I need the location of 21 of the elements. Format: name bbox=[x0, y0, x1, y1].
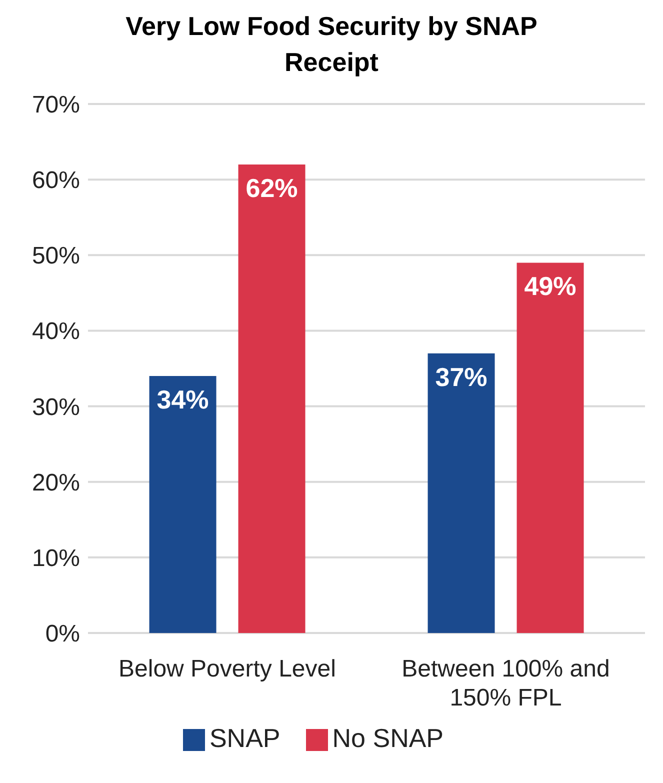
y-tick-label: 10% bbox=[32, 544, 80, 572]
bar bbox=[516, 262, 584, 633]
legend-label: No SNAP bbox=[332, 723, 444, 753]
bar bbox=[428, 353, 495, 633]
chart-title: Very Low Food Security by SNAP Receipt bbox=[124, 10, 538, 79]
y-tick-label: 0% bbox=[45, 620, 80, 648]
data-label: 37% bbox=[435, 362, 488, 392]
y-tick-label: 20% bbox=[32, 469, 80, 496]
y-tick-label: 30% bbox=[32, 394, 80, 421]
data-label: 49% bbox=[524, 271, 576, 302]
x-tick-label: Between 100% and 150% FPL bbox=[402, 656, 610, 712]
y-tick-label: 70% bbox=[32, 92, 80, 119]
bar bbox=[238, 164, 306, 633]
y-tick-label: 50% bbox=[32, 242, 80, 270]
legend-label: SNAP bbox=[209, 723, 280, 753]
x-tick-label: Below Poverty Level bbox=[118, 656, 336, 683]
bar bbox=[149, 376, 216, 633]
y-tick-label: 60% bbox=[32, 167, 80, 194]
y-tick-label: 40% bbox=[32, 318, 80, 346]
data-label: 34% bbox=[156, 384, 209, 415]
data-label: 62% bbox=[246, 172, 298, 203]
